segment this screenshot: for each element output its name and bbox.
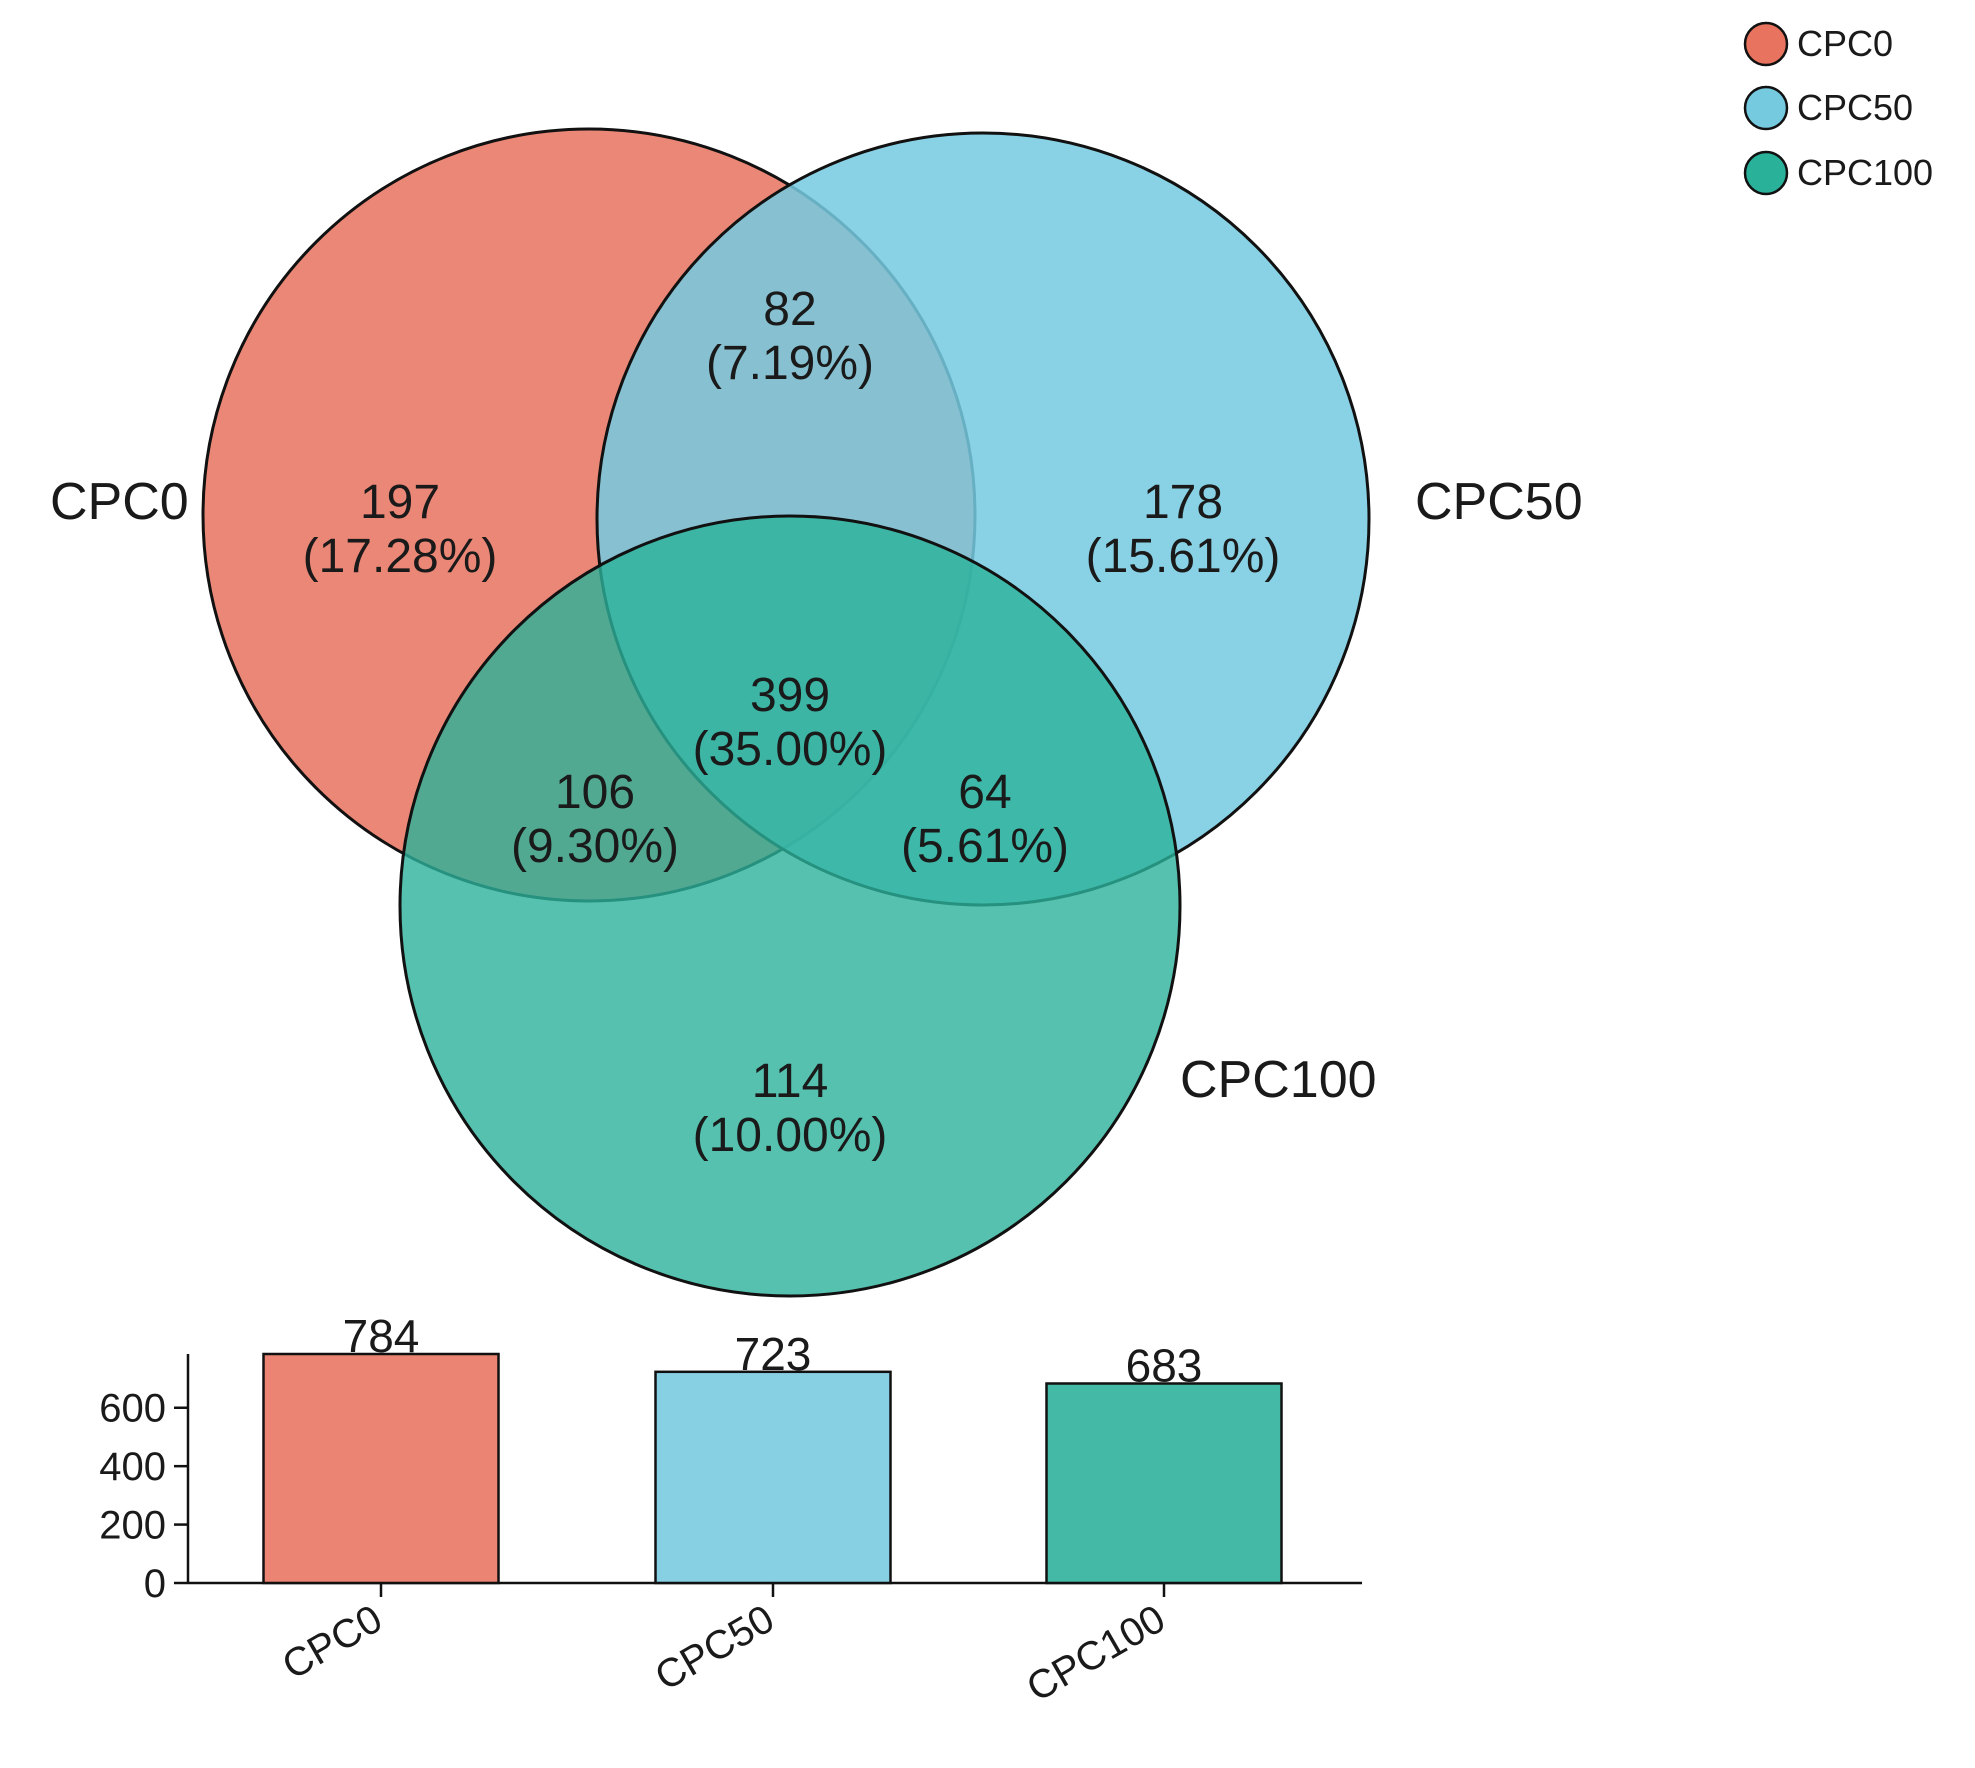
region-count: 178 (1143, 476, 1223, 529)
legend-item-cpc0: CPC0 (1743, 21, 1893, 67)
bar-value-label: 723 (735, 1328, 812, 1380)
venn-region-only-cpc0: 197 (17.28%) (303, 476, 498, 583)
bar-cpc100 (1045, 1382, 1283, 1585)
venn-region-cpc0-cpc100: 106 (9.30%) (511, 766, 679, 873)
region-count: 82 (763, 283, 816, 336)
venn-set-label-cpc0: CPC0 (50, 473, 189, 531)
bar-cpc50 (654, 1370, 892, 1585)
bar-cpc0 (262, 1352, 500, 1585)
venn-region-only-cpc100: 114 (10.00%) (693, 1055, 888, 1162)
region-percent: (9.30%) (511, 820, 679, 873)
venn-region-only-cpc50: 178 (15.61%) (1086, 476, 1281, 583)
venn-set-label-cpc100: CPC100 (1180, 1051, 1377, 1109)
region-percent: (17.28%) (303, 530, 498, 583)
legend-swatch-cpc100 (1743, 150, 1789, 196)
x-tick-label: CPC50 (648, 1597, 782, 1700)
legend-item-cpc50: CPC50 (1743, 85, 1913, 131)
venn-circle-cpc100 (398, 514, 1182, 1298)
legend-label-cpc0: CPC0 (1797, 23, 1893, 64)
legend-label-cpc100: CPC100 (1797, 152, 1933, 193)
y-tick-label: 600 (99, 1387, 166, 1431)
region-percent: (10.00%) (693, 1109, 888, 1162)
venn-region-cpc0-cpc50: 82 (7.19%) (706, 283, 874, 390)
venn-set-label-cpc50: CPC50 (1415, 473, 1583, 531)
bar-chart: 0 200 400 600 784 CPC0 723 CPC50 683 CPC100 (99, 1310, 1362, 1710)
region-count: 106 (555, 766, 635, 819)
legend-item-cpc100: CPC100 (1743, 150, 1933, 196)
legend-swatch-cpc50 (1743, 85, 1789, 131)
legend-swatch-cpc0 (1743, 21, 1789, 67)
venn-diagram (201, 127, 1371, 1298)
bar-value-label: 784 (343, 1310, 420, 1362)
y-tick-label: 0 (144, 1562, 166, 1606)
region-percent: (5.61%) (901, 820, 1069, 873)
legend-label-cpc50: CPC50 (1797, 87, 1913, 128)
y-tick-label: 200 (99, 1504, 166, 1548)
region-count: 114 (752, 1055, 829, 1108)
region-percent: (35.00%) (693, 723, 888, 776)
region-count: 64 (958, 766, 1011, 819)
venn-region-all-three: 399 (35.00%) (693, 669, 888, 776)
bar-value-label: 683 (1126, 1340, 1203, 1392)
region-count: 197 (360, 476, 440, 529)
region-percent: (15.61%) (1086, 530, 1281, 583)
region-count: 399 (750, 669, 830, 722)
x-tick-label: CPC100 (1020, 1597, 1173, 1711)
legend: CPC0 CPC50 CPC100 (1743, 21, 1933, 196)
y-tick-label: 400 (99, 1445, 166, 1489)
venn-region-cpc50-cpc100: 64 (5.61%) (901, 766, 1069, 873)
x-tick-label: CPC0 (275, 1597, 389, 1688)
region-percent: (7.19%) (706, 337, 874, 390)
